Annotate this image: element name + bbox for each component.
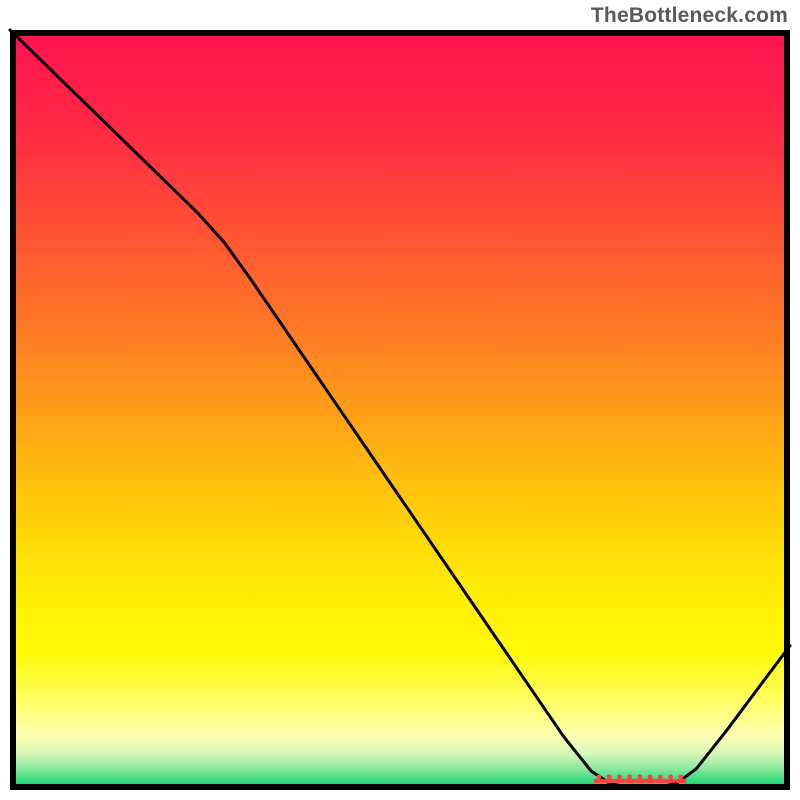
valley-marker [596, 774, 685, 780]
bottleneck-curve-chart [0, 0, 800, 800]
watermark-text: TheBottleneck.com [591, 4, 788, 28]
chart-container: TheBottleneck.com [0, 0, 800, 800]
